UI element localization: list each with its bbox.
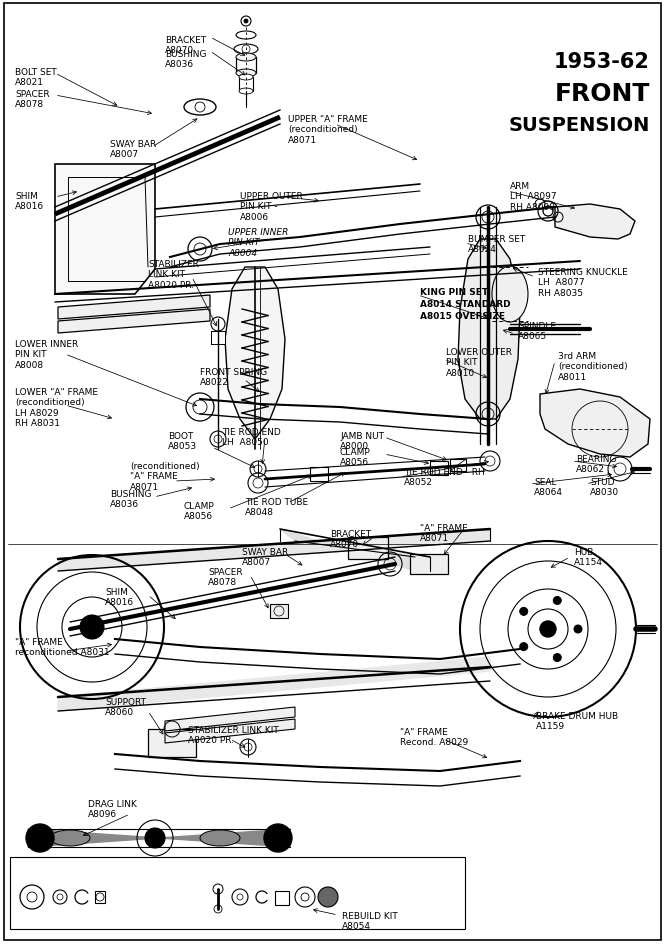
Circle shape bbox=[26, 824, 54, 852]
Text: JAMB NUT
A8000: JAMB NUT A8000 bbox=[340, 431, 384, 451]
Text: LOWER INNER
PIN KIT
A8008: LOWER INNER PIN KIT A8008 bbox=[15, 340, 78, 369]
Circle shape bbox=[553, 597, 561, 605]
Text: TIE ROD END - RH
A8052: TIE ROD END - RH A8052 bbox=[404, 467, 485, 487]
Polygon shape bbox=[225, 268, 285, 440]
Ellipse shape bbox=[236, 32, 256, 40]
Text: TIE ROD END
LH  A8050: TIE ROD END LH A8050 bbox=[222, 428, 281, 447]
Text: DRAG LINK
A8096: DRAG LINK A8096 bbox=[88, 800, 137, 818]
Text: LOWER "A" FRAME
(reconditioned)
LH A8029
RH A8031: LOWER "A" FRAME (reconditioned) LH A8029… bbox=[15, 388, 98, 428]
Bar bbox=[275, 891, 289, 905]
Polygon shape bbox=[280, 530, 430, 571]
Polygon shape bbox=[58, 310, 210, 333]
Bar bbox=[211, 331, 225, 345]
Polygon shape bbox=[555, 205, 635, 240]
Text: STABILIZER
LINK KIT
A8020 PR.: STABILIZER LINK KIT A8020 PR. bbox=[148, 260, 199, 290]
Bar bbox=[95, 891, 105, 903]
Polygon shape bbox=[58, 295, 210, 320]
Ellipse shape bbox=[236, 70, 256, 78]
Text: TIE ROD TUBE
A8048: TIE ROD TUBE A8048 bbox=[245, 497, 308, 517]
Bar bbox=[270, 604, 288, 618]
Circle shape bbox=[520, 608, 528, 615]
Ellipse shape bbox=[236, 54, 256, 62]
Text: KING PIN SET: KING PIN SET bbox=[420, 288, 488, 296]
Bar bbox=[239, 78, 253, 92]
Circle shape bbox=[520, 643, 528, 651]
Bar bbox=[236, 58, 256, 74]
Ellipse shape bbox=[318, 887, 338, 907]
Text: SPINDLE
A8065: SPINDLE A8065 bbox=[518, 322, 556, 341]
Text: BRACKET
A8070: BRACKET A8070 bbox=[165, 36, 206, 56]
Bar bbox=[450, 460, 466, 471]
Text: LOWER OUTER
PIN KIT
A8010: LOWER OUTER PIN KIT A8010 bbox=[446, 347, 512, 378]
Circle shape bbox=[540, 621, 556, 637]
Text: 1953-62: 1953-62 bbox=[554, 52, 650, 72]
Text: HUB
A1154: HUB A1154 bbox=[574, 548, 603, 566]
Text: A8014 STANDARD: A8014 STANDARD bbox=[420, 299, 511, 309]
Text: FRONT: FRONT bbox=[555, 82, 650, 106]
Text: SHIM
A8016: SHIM A8016 bbox=[105, 587, 134, 607]
Text: UPPER INNER
PIN KIT
A8004: UPPER INNER PIN KIT A8004 bbox=[228, 228, 289, 258]
Bar bbox=[148, 729, 196, 757]
Text: BOLT SET
A8021: BOLT SET A8021 bbox=[15, 68, 57, 87]
Text: BUMPER SET
A8024: BUMPER SET A8024 bbox=[468, 235, 525, 254]
Text: SEAL
A8064: SEAL A8064 bbox=[534, 478, 563, 497]
Text: FRONT SPRING
A8022: FRONT SPRING A8022 bbox=[200, 367, 267, 387]
Circle shape bbox=[80, 615, 104, 639]
Text: A8015 OVERSIZE: A8015 OVERSIZE bbox=[420, 312, 505, 321]
Polygon shape bbox=[165, 719, 295, 743]
Ellipse shape bbox=[234, 45, 258, 55]
Text: "A" FRAME
reconditioned A8031: "A" FRAME reconditioned A8031 bbox=[15, 637, 110, 657]
Polygon shape bbox=[165, 707, 295, 732]
Text: REBUILD KIT
A8054: REBUILD KIT A8054 bbox=[342, 911, 398, 931]
Text: SHIM
A8016: SHIM A8016 bbox=[15, 192, 44, 211]
Bar bbox=[310, 467, 328, 481]
Text: STABILIZER LINK KIT
A8020 PR.: STABILIZER LINK KIT A8020 PR. bbox=[188, 725, 279, 745]
Circle shape bbox=[264, 824, 292, 852]
Text: BEARING
A8062: BEARING A8062 bbox=[576, 454, 616, 474]
Text: BUSHING
A8036: BUSHING A8036 bbox=[110, 490, 152, 509]
Circle shape bbox=[244, 20, 248, 24]
Text: BOOT
A8053: BOOT A8053 bbox=[168, 431, 197, 451]
Ellipse shape bbox=[239, 89, 253, 95]
Ellipse shape bbox=[492, 267, 528, 323]
Text: BUSHING
A8036: BUSHING A8036 bbox=[165, 50, 207, 69]
Polygon shape bbox=[28, 829, 290, 847]
Text: CLAMP
A8056: CLAMP A8056 bbox=[340, 447, 371, 467]
Circle shape bbox=[553, 654, 561, 662]
Text: SPACER
A8078: SPACER A8078 bbox=[15, 90, 50, 110]
Polygon shape bbox=[540, 390, 650, 458]
Ellipse shape bbox=[200, 830, 240, 846]
Ellipse shape bbox=[184, 100, 216, 116]
Text: UPPER "A" FRAME
(reconditioned)
A8071: UPPER "A" FRAME (reconditioned) A8071 bbox=[288, 115, 368, 144]
Text: (reconditioned)
"A" FRAME
A8071: (reconditioned) "A" FRAME A8071 bbox=[130, 462, 200, 491]
Text: "A" FRAME
Recond. A8029: "A" FRAME Recond. A8029 bbox=[400, 727, 468, 747]
Bar bbox=[430, 462, 448, 476]
Text: SPACER
A8078: SPACER A8078 bbox=[208, 567, 243, 587]
Text: CLAMP
A8056: CLAMP A8056 bbox=[184, 501, 215, 521]
Text: STUD
A8030: STUD A8030 bbox=[590, 478, 619, 497]
Circle shape bbox=[145, 828, 165, 848]
Polygon shape bbox=[58, 657, 490, 711]
Text: UPPER OUTER
PIN KIT -
A8006: UPPER OUTER PIN KIT - A8006 bbox=[240, 192, 303, 222]
Ellipse shape bbox=[50, 830, 90, 846]
Text: BRAKE DRUM HUB
A1159: BRAKE DRUM HUB A1159 bbox=[536, 711, 618, 731]
Circle shape bbox=[574, 625, 582, 633]
Text: ARM
LH  A8097
RH A8098: ARM LH A8097 RH A8098 bbox=[510, 182, 557, 211]
Text: SUPPORT
A8060: SUPPORT A8060 bbox=[105, 698, 146, 716]
Text: SUSPENSION: SUSPENSION bbox=[509, 116, 650, 135]
Polygon shape bbox=[458, 240, 520, 419]
Bar bbox=[348, 537, 388, 560]
Text: SWAY BAR
A8007: SWAY BAR A8007 bbox=[242, 548, 288, 566]
Polygon shape bbox=[58, 530, 490, 571]
Text: STEERING KNUCKLE
LH  A8077
RH A8035: STEERING KNUCKLE LH A8077 RH A8035 bbox=[538, 268, 628, 297]
Polygon shape bbox=[55, 165, 155, 295]
Bar bbox=[10, 857, 465, 929]
Text: SWAY BAR
A8007: SWAY BAR A8007 bbox=[110, 140, 156, 160]
Text: "A" FRAME
A8071: "A" FRAME A8071 bbox=[420, 523, 467, 543]
Text: BRACKET
A8070: BRACKET A8070 bbox=[330, 530, 371, 548]
Bar bbox=[410, 554, 448, 574]
Text: 3rd ARM
(reconditioned)
A8011: 3rd ARM (reconditioned) A8011 bbox=[558, 351, 628, 381]
Ellipse shape bbox=[239, 75, 253, 81]
